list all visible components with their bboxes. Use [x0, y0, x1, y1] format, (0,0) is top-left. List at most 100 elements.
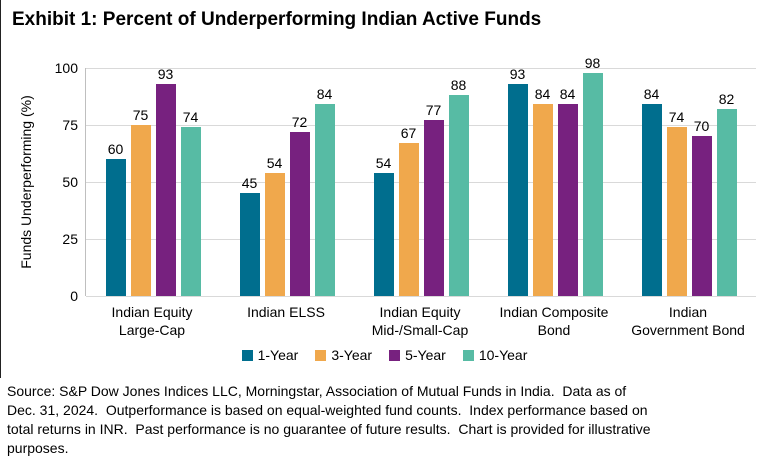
bar-wrap: 77: [423, 102, 444, 296]
legend-swatch-icon: [389, 349, 401, 361]
legend-label: 3-Year: [331, 347, 373, 363]
bar-value-label: 72: [291, 113, 308, 130]
bar-5-year: [557, 104, 578, 296]
bar-wrap: 98: [582, 54, 603, 296]
bar-value-label: 75: [132, 107, 149, 123]
source-note-line: purposes.: [7, 440, 69, 456]
bar-value-label: 54: [375, 154, 392, 171]
category-label-1: Indian ELSS: [247, 304, 325, 320]
legend-swatch-icon: [462, 349, 474, 361]
bar-wrap: 84: [532, 86, 553, 296]
bar-1-year: [239, 193, 260, 296]
y-tick-label-50: 50: [62, 174, 78, 190]
legend-item-10-year: 10-Year: [462, 347, 528, 363]
category-label-4: Indian Government Bond: [631, 304, 745, 338]
y-tick-label-75: 75: [62, 117, 78, 133]
bar-group-0: 60 75 93 74: [86, 65, 220, 296]
gridline-100: [86, 68, 756, 69]
bar-5-year: [289, 131, 310, 296]
category-label-0: Indian Equity Large-Cap: [111, 304, 193, 338]
bar-wrap: 93: [507, 65, 528, 296]
chart-title: Exhibit 1: Percent of Underperforming In…: [12, 9, 542, 30]
bar-10-year: [180, 127, 201, 296]
bar-5-year: [155, 83, 176, 296]
y-tick-label-0: 0: [70, 288, 78, 304]
bar-group-4: 84 74 70 82: [622, 68, 756, 296]
bar-10-year: [314, 104, 335, 296]
legend-label: 10-Year: [478, 347, 528, 363]
y-axis-title: Funds Underperforming (%): [18, 95, 34, 269]
source-note: Source: S&P Dow Jones Indices LLC, Morni…: [7, 382, 651, 458]
plot-area: 60 75 93 74 45 54 72 84 54 67 77 88 93 84 84 98 84 74 70 82: [85, 55, 756, 297]
bar-value-label: 74: [668, 109, 685, 126]
legend: 1-Year 3-Year 5-Year 10-Year: [0, 347, 769, 363]
bar-value-label: 98: [584, 54, 601, 71]
legend-item-1-year: 1-Year: [241, 347, 299, 363]
source-note-line: Dec. 31, 2024. Outperformance is based o…: [7, 402, 648, 418]
category-label-2: Indian Equity Mid-/Small-Cap: [371, 304, 469, 338]
bar-value-label: 70: [693, 118, 710, 135]
bar-group-3: 93 84 84 98: [488, 55, 622, 296]
bar-wrap: 88: [448, 77, 469, 296]
gridline-50: [86, 182, 756, 183]
bar-3-year: [666, 127, 687, 296]
bar-3-year: [130, 125, 151, 296]
bar-wrap: 72: [289, 113, 310, 296]
bar-10-year: [582, 72, 603, 296]
bar-wrap: 84: [557, 86, 578, 296]
bar-value-label: 60: [107, 141, 124, 158]
bar-group-2: 54 67 77 88: [354, 68, 488, 296]
bar-wrap: 60: [105, 141, 126, 296]
bar-wrap: 75: [130, 107, 151, 296]
bar-wrap: 45: [239, 175, 260, 296]
bar-1-year: [105, 159, 126, 296]
gridline-25: [86, 239, 756, 240]
bar-3-year: [532, 104, 553, 296]
x-axis-category-labels: Indian Equity Large-Cap Indian ELSS Indian…: [85, 303, 755, 343]
legend-label: 1-Year: [257, 347, 299, 363]
legend-swatch-icon: [315, 349, 327, 361]
bar-value-label: 74: [182, 109, 199, 126]
legend-swatch-icon: [241, 349, 253, 361]
bar-wrap: 74: [666, 109, 687, 296]
bar-wrap: 84: [641, 86, 662, 296]
bar-wrap: 74: [180, 109, 201, 296]
bar-1-year: [373, 172, 394, 296]
bar-5-year: [691, 136, 712, 296]
left-edge-line: [0, 0, 1, 378]
bar-value-label: 82: [718, 91, 735, 108]
bar-wrap: 93: [155, 65, 176, 296]
legend-label: 5-Year: [405, 347, 446, 363]
bar-3-year: [264, 172, 285, 296]
bar-value-label: 84: [534, 86, 551, 103]
bar-wrap: 82: [716, 91, 737, 296]
bar-wrap: 70: [691, 118, 712, 296]
legend-item-5-year: 5-Year: [389, 347, 446, 363]
y-tick-label-25: 25: [62, 231, 78, 247]
bar-3-year: [398, 143, 419, 296]
bar-value-label: 77: [425, 102, 442, 119]
bar-wrap: 54: [373, 154, 394, 296]
bar-wrap: 67: [398, 125, 419, 296]
bar-value-label: 93: [509, 65, 526, 82]
bar-wrap: 84: [314, 86, 335, 296]
bar-5-year: [423, 120, 444, 296]
bar-value-label: 84: [643, 86, 660, 103]
bar-value-label: 84: [559, 86, 576, 103]
gridline-75: [86, 125, 756, 126]
bar-value-label: 93: [157, 65, 174, 82]
legend-item-3-year: 3-Year: [315, 347, 372, 363]
bar-wrap: 54: [264, 154, 285, 296]
bar-1-year: [507, 83, 528, 296]
bar-10-year: [716, 109, 737, 296]
bar-value-label: 45: [241, 175, 258, 192]
bar-10-year: [448, 95, 469, 296]
gridline-0: [86, 296, 756, 297]
bar-value-label: 54: [266, 154, 283, 171]
bar-value-label: 88: [450, 77, 467, 94]
bar-group-1: 45 54 72 84: [220, 68, 354, 296]
bar-value-label: 67: [400, 125, 417, 142]
source-note-line: Source: S&P Dow Jones Indices LLC, Morni…: [7, 383, 627, 399]
category-label-3: Indian Composite Bond: [499, 304, 609, 338]
